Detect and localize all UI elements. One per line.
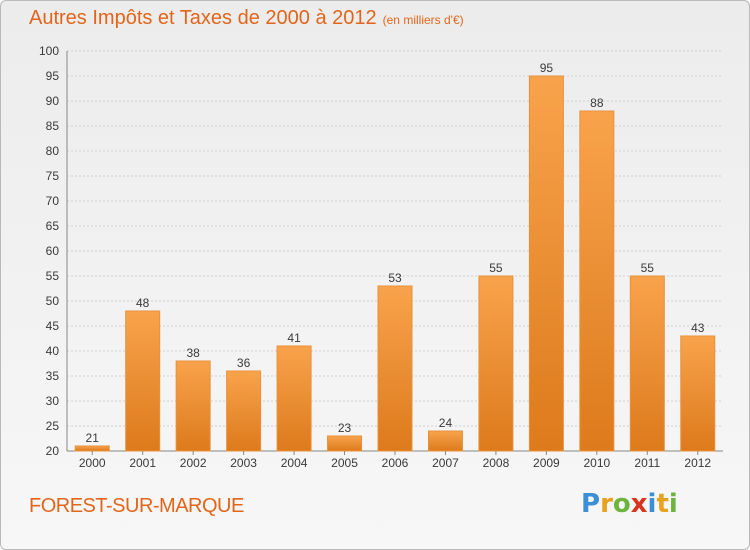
x-tick-label: 2002 xyxy=(180,456,207,470)
bar-value-label: 43 xyxy=(691,321,705,335)
x-tick-label: 2005 xyxy=(331,456,358,470)
y-tick-label: 75 xyxy=(46,169,60,183)
bar xyxy=(629,275,665,452)
logo-letter: o xyxy=(612,489,631,519)
logo-letter: i xyxy=(647,489,657,519)
bar-value-label: 53 xyxy=(388,271,402,285)
bar xyxy=(276,345,312,452)
bar-value-label: 55 xyxy=(641,261,655,275)
bar-value-label: 55 xyxy=(489,261,503,275)
logo-letter: i xyxy=(668,489,678,519)
y-tick-label: 85 xyxy=(46,119,60,133)
y-tick-label: 25 xyxy=(46,419,60,433)
y-tick-label: 30 xyxy=(46,394,60,408)
proxiti-logo: Proxiti xyxy=(581,489,678,519)
x-tick-label: 2007 xyxy=(432,456,459,470)
bar-value-label: 41 xyxy=(287,331,301,345)
y-tick-label: 70 xyxy=(46,194,60,208)
bar xyxy=(226,370,262,452)
bar-value-label: 88 xyxy=(590,96,604,110)
y-tick-label: 100 xyxy=(39,44,59,58)
bar-value-label: 48 xyxy=(136,296,150,310)
x-tick-label: 2004 xyxy=(281,456,308,470)
logo-letter: P xyxy=(581,489,601,519)
logo-letter: t xyxy=(656,489,669,519)
y-tick-label: 60 xyxy=(46,244,60,258)
bar-value-label: 24 xyxy=(439,416,453,430)
bar-value-label: 21 xyxy=(86,431,100,445)
bar xyxy=(680,335,716,452)
bar-value-label: 23 xyxy=(338,421,352,435)
y-tick-label: 45 xyxy=(46,319,60,333)
bar xyxy=(579,110,615,452)
logo-letter: r xyxy=(600,489,613,519)
y-tick-label: 90 xyxy=(46,94,60,108)
y-tick-label: 95 xyxy=(46,69,60,83)
y-tick-label: 20 xyxy=(46,444,60,458)
bar xyxy=(528,75,564,452)
commune-name: FOREST-SUR-MARQUE xyxy=(29,495,244,517)
x-tick-label: 2009 xyxy=(533,456,560,470)
x-tick-label: 2001 xyxy=(129,456,156,470)
y-tick-label: 35 xyxy=(46,369,60,383)
x-tick-label: 2008 xyxy=(483,456,510,470)
chart-title: Autres Impôts et Taxes de 2000 à 2012 (en… xyxy=(29,7,464,30)
x-tick-label: 2011 xyxy=(634,456,660,470)
x-tick-label: 2012 xyxy=(684,456,711,470)
y-tick-label: 50 xyxy=(46,294,60,308)
logo-letter: x xyxy=(630,489,648,519)
x-tick-label: 2010 xyxy=(583,456,610,470)
bar-value-label: 36 xyxy=(237,356,251,370)
bar xyxy=(175,360,211,452)
bar xyxy=(327,435,363,452)
x-tick-label: 2006 xyxy=(382,456,409,470)
chart-subtitle: (en milliers d'€) xyxy=(382,13,464,27)
bar xyxy=(377,285,413,452)
y-tick-label: 55 xyxy=(46,269,60,283)
chart-title-text: Autres Impôts et Taxes de 2000 à 2012 xyxy=(29,7,377,29)
bar xyxy=(427,430,463,452)
y-tick-label: 80 xyxy=(46,144,60,158)
y-tick-label: 65 xyxy=(46,219,60,233)
bar-value-label: 38 xyxy=(186,346,200,360)
bar xyxy=(125,310,161,452)
x-tick-label: 2003 xyxy=(230,456,257,470)
bar xyxy=(478,275,514,452)
bar-value-label: 95 xyxy=(540,61,554,75)
y-tick-label: 40 xyxy=(46,344,60,358)
x-tick-label: 2000 xyxy=(79,456,106,470)
bar xyxy=(74,445,110,452)
